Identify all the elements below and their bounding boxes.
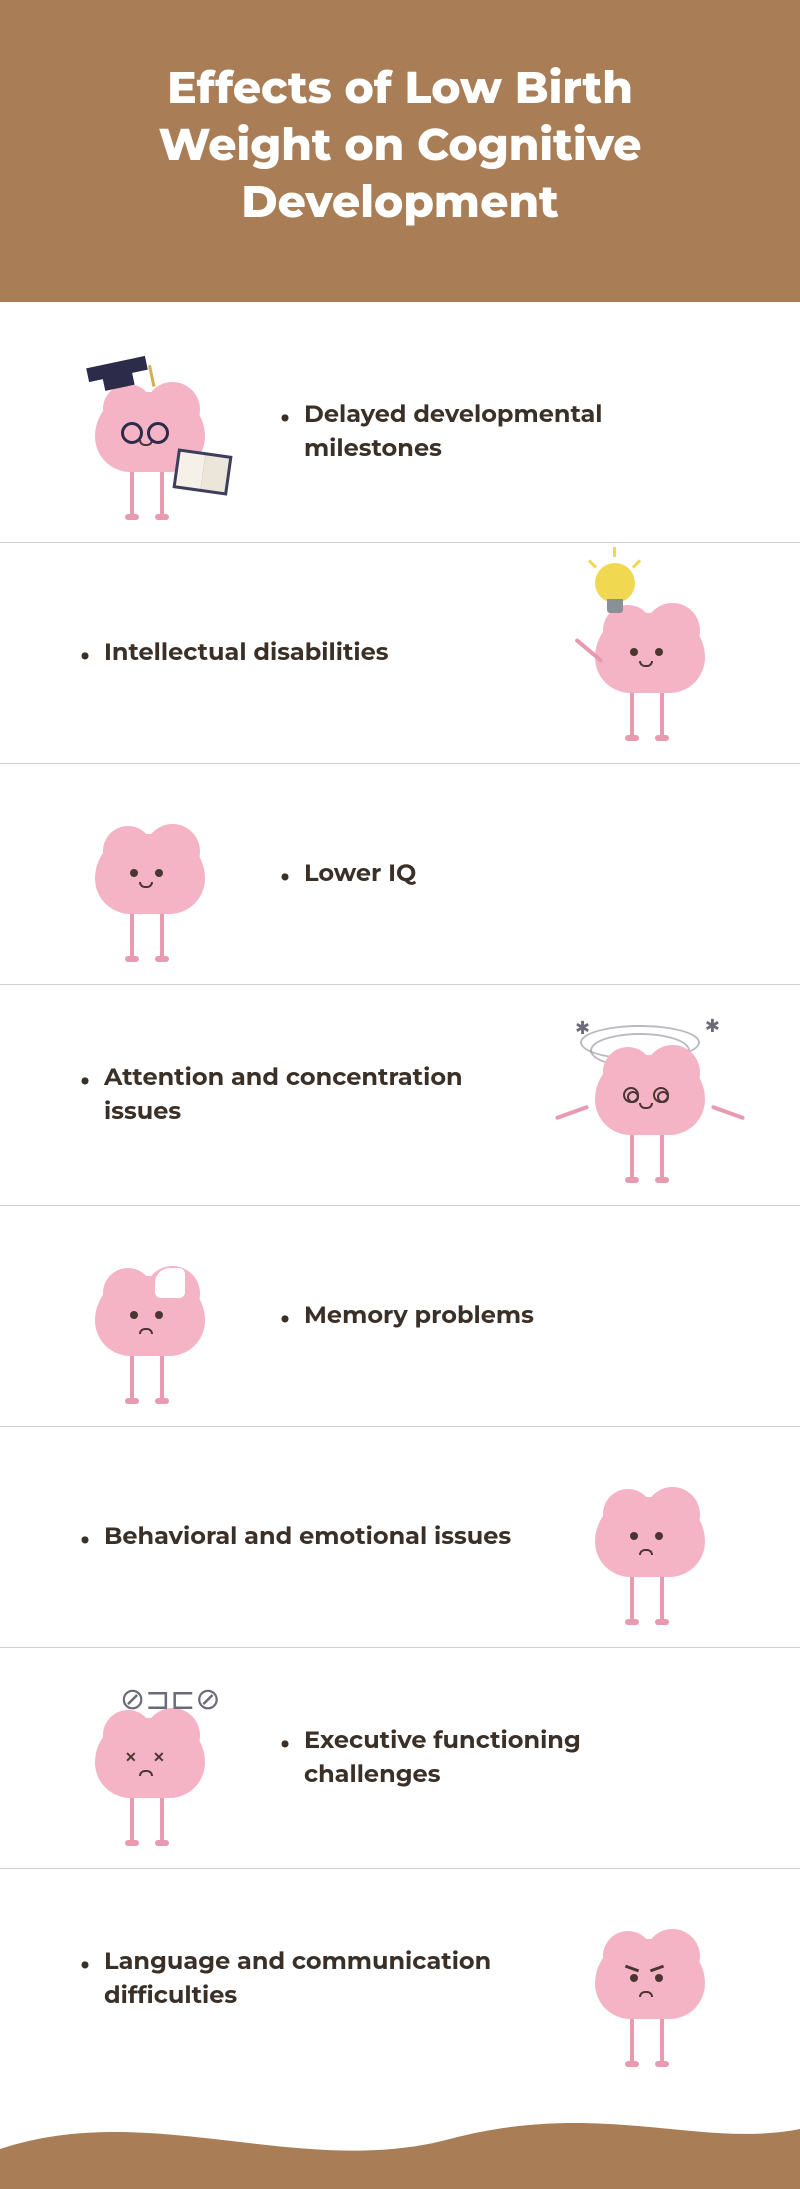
effect-row: Intellectual disabilities [0,543,800,764]
effect-row: Memory problems [0,1206,800,1427]
effect-label: Language and communication difficulties [80,1945,520,2012]
effect-text: Intellectual disabilities [50,636,550,670]
brain-thinking-icon [50,784,250,964]
effect-text: Attention and concentration issues [50,1061,550,1128]
effect-row: Language and communication difficulties [0,1869,800,2089]
brain-scholar-icon [50,342,250,522]
effect-text: Language and communication difficulties [50,1945,550,2012]
effects-list: Delayed developmental milestones Intelle… [0,302,800,2089]
effect-row: Behavioral and emotional issues [0,1427,800,1648]
effect-text: Delayed developmental milestones [250,398,750,465]
effect-row: ✱✱ Attention and concentration issues [0,985,800,1206]
brain-idea-icon [550,563,750,743]
header-banner: Effects of Low Birth Weight on Cognitive… [0,0,800,302]
effect-label: Delayed developmental milestones [280,398,720,465]
brain-sad-icon [550,1447,750,1627]
effect-label: Lower IQ [280,857,720,891]
effect-text: Lower IQ [250,857,750,891]
effect-text: Behavioral and emotional issues [50,1520,550,1554]
effect-label: Behavioral and emotional issues [80,1520,520,1554]
brain-angry-icon [550,1889,750,2069]
page-title: Effects of Low Birth Weight on Cognitive… [80,60,720,232]
effect-label: Intellectual disabilities [80,636,520,670]
effect-label: Memory problems [280,1299,720,1333]
effect-label: Executive functioning challenges [280,1724,720,1791]
brain-puzzle-icon [50,1226,250,1406]
effect-text: Executive functioning challenges [250,1724,750,1791]
effect-row: ⊘⊐⊏⊘ ✕✕ Executive functioning challenges [0,1648,800,1869]
effect-row: Lower IQ [0,764,800,985]
brain-broken-icon: ⊘⊐⊏⊘ ✕✕ [50,1668,250,1848]
footer-wave [0,2089,800,2189]
effect-label: Attention and concentration issues [80,1061,520,1128]
brain-dizzy-icon: ✱✱ [550,1005,750,1185]
effect-row: Delayed developmental milestones [0,322,800,543]
effect-text: Memory problems [250,1299,750,1333]
